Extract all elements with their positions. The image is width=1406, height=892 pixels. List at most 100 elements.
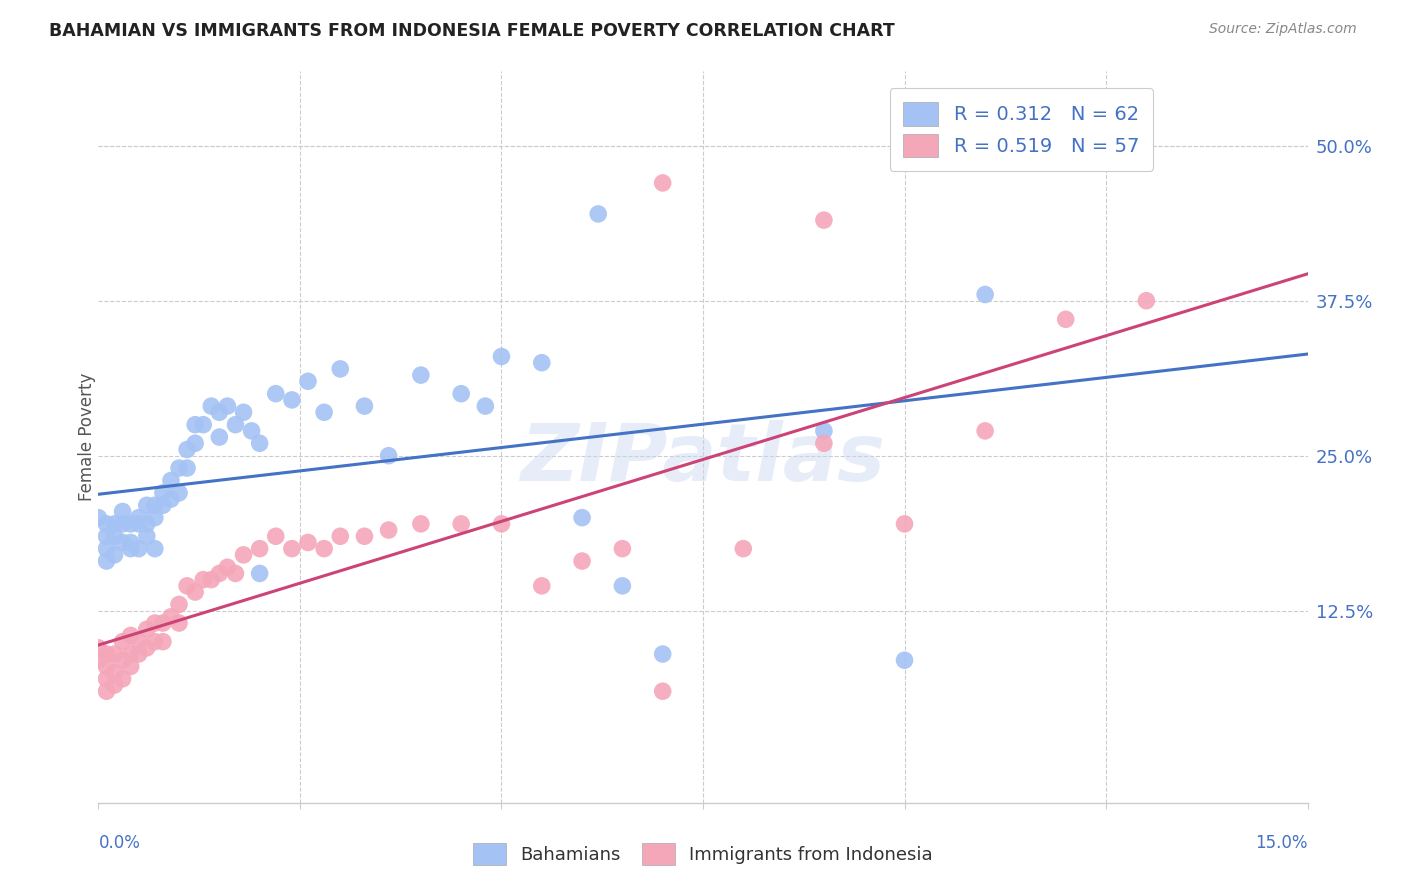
Text: 15.0%: 15.0%: [1256, 834, 1308, 852]
Point: [974, 424, 997, 438]
Point: [111, 672, 134, 686]
Point: [651, 647, 673, 661]
Y-axis label: Female Poverty: Female Poverty: [79, 373, 96, 501]
Point: [120, 535, 142, 549]
Point: [143, 541, 166, 556]
Point: [135, 640, 157, 655]
Point: [160, 474, 183, 488]
Point: [329, 362, 352, 376]
Point: [135, 498, 157, 512]
Point: [96, 647, 118, 661]
Point: [176, 461, 198, 475]
Point: [87, 640, 110, 655]
Point: [184, 585, 207, 599]
Point: [103, 529, 125, 543]
Point: [353, 399, 375, 413]
Point: [103, 678, 125, 692]
Text: Source: ZipAtlas.com: Source: ZipAtlas.com: [1209, 22, 1357, 37]
Point: [87, 510, 110, 524]
Point: [103, 516, 125, 531]
Point: [111, 516, 134, 531]
Point: [208, 566, 231, 581]
Point: [143, 498, 166, 512]
Point: [450, 386, 472, 401]
Point: [176, 579, 198, 593]
Point: [176, 442, 198, 457]
Point: [329, 529, 352, 543]
Point: [232, 405, 254, 419]
Point: [240, 424, 263, 438]
Point: [184, 436, 207, 450]
Point: [297, 374, 319, 388]
Point: [96, 659, 118, 673]
Point: [120, 659, 142, 673]
Point: [120, 541, 142, 556]
Point: [281, 392, 304, 407]
Point: [167, 486, 190, 500]
Point: [217, 560, 239, 574]
Point: [474, 399, 496, 413]
Point: [184, 417, 207, 432]
Point: [450, 516, 472, 531]
Point: [96, 529, 118, 543]
Point: [128, 634, 150, 648]
Point: [409, 368, 432, 383]
Point: [571, 510, 593, 524]
Point: [314, 405, 336, 419]
Point: [128, 541, 150, 556]
Point: [612, 541, 634, 556]
Point: [152, 498, 174, 512]
Point: [813, 424, 835, 438]
Point: [281, 541, 304, 556]
Point: [96, 541, 118, 556]
Point: [193, 573, 215, 587]
Point: [249, 566, 271, 581]
Point: [200, 573, 222, 587]
Point: [96, 516, 118, 531]
Point: [1054, 312, 1077, 326]
Point: [651, 176, 673, 190]
Point: [264, 529, 287, 543]
Point: [128, 516, 150, 531]
Text: 0.0%: 0.0%: [98, 834, 141, 852]
Point: [128, 647, 150, 661]
Point: [249, 436, 271, 450]
Point: [651, 684, 673, 698]
Point: [974, 287, 997, 301]
Point: [813, 436, 835, 450]
Point: [120, 647, 142, 661]
Point: [143, 615, 166, 630]
Point: [530, 356, 553, 370]
Point: [377, 523, 399, 537]
Point: [135, 516, 157, 531]
Point: [612, 579, 634, 593]
Point: [143, 510, 166, 524]
Point: [152, 486, 174, 500]
Point: [264, 386, 287, 401]
Point: [314, 541, 336, 556]
Point: [96, 672, 118, 686]
Point: [143, 634, 166, 648]
Point: [103, 665, 125, 680]
Point: [224, 417, 246, 432]
Legend: Bahamians, Immigrants from Indonesia: Bahamians, Immigrants from Indonesia: [464, 834, 942, 874]
Point: [733, 541, 755, 556]
Text: BAHAMIAN VS IMMIGRANTS FROM INDONESIA FEMALE POVERTY CORRELATION CHART: BAHAMIAN VS IMMIGRANTS FROM INDONESIA FE…: [49, 22, 896, 40]
Point: [893, 516, 915, 531]
Point: [135, 529, 157, 543]
Point: [297, 535, 319, 549]
Point: [167, 615, 190, 630]
Text: ZIPatlas: ZIPatlas: [520, 420, 886, 498]
Point: [167, 598, 190, 612]
Point: [353, 529, 375, 543]
Point: [586, 207, 609, 221]
Point: [87, 653, 110, 667]
Point: [111, 535, 134, 549]
Point: [377, 449, 399, 463]
Point: [120, 628, 142, 642]
Point: [103, 548, 125, 562]
Point: [103, 647, 125, 661]
Point: [200, 399, 222, 413]
Point: [96, 554, 118, 568]
Point: [571, 554, 593, 568]
